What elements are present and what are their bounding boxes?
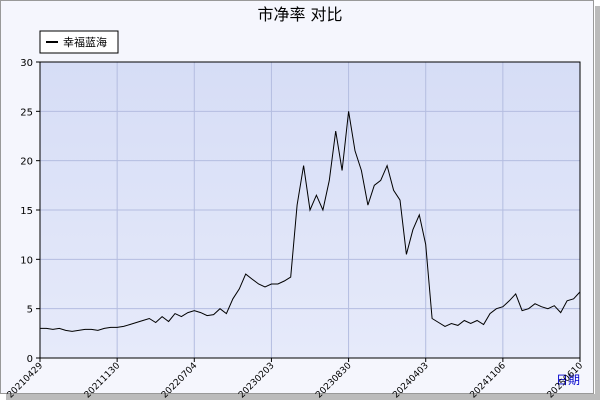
y-tick-label: 15 [20, 206, 33, 217]
legend: 幸福蓝海 [39, 30, 119, 54]
y-tick-label: 0 [27, 354, 33, 365]
plot-border [39, 61, 581, 359]
y-tick-label: 20 [20, 157, 33, 168]
shadow [595, 6, 600, 400]
legend-box [39, 30, 119, 54]
legend-label: 幸福蓝海 [63, 35, 107, 49]
series-line [40, 111, 581, 332]
x-axis-label: 日期 [556, 373, 580, 387]
shadow [6, 394, 600, 400]
y-tick-label: 5 [27, 305, 33, 316]
chart-title: 市净率 对比 [257, 5, 342, 24]
y-tick-label: 10 [20, 255, 33, 266]
y-tick-label: 25 [20, 107, 33, 118]
y-tick-label: 30 [20, 58, 33, 69]
